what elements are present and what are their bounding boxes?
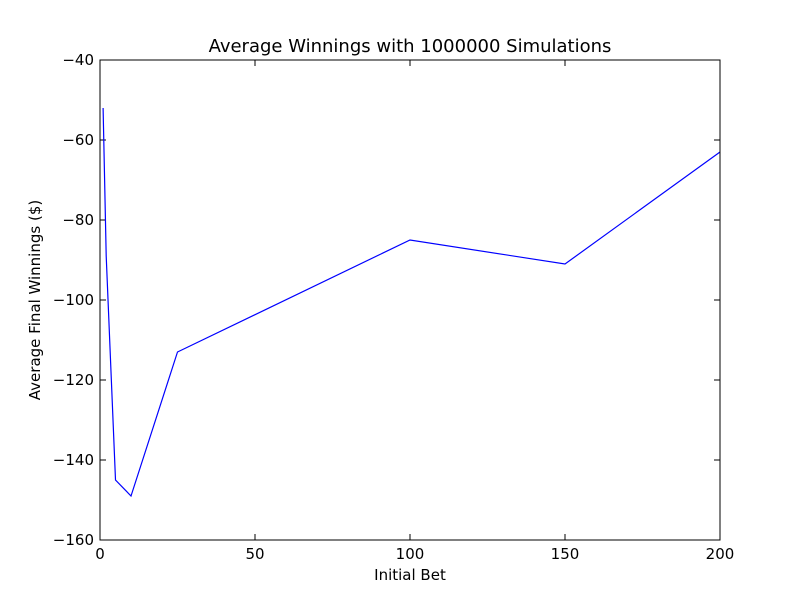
y-axis-label: Average Final Winnings ($)	[26, 200, 44, 400]
series-layer	[102, 107, 721, 498]
y-tick-label: −40	[62, 51, 94, 69]
series-line	[102, 107, 721, 498]
y-tick-label: −120	[53, 371, 94, 389]
y-tick-label: −140	[53, 451, 94, 469]
chart-title: Average Winnings with 1000000 Simulation…	[209, 36, 612, 57]
y-tick-label: −100	[53, 291, 94, 309]
x-tick-label: 100	[396, 545, 425, 563]
x-axis-label: Initial Bet	[374, 566, 446, 584]
axis-ticks: 0 50 100 150 200 −160 −140 −120 −100 −80 −60 −40	[53, 51, 735, 563]
y-tick-label: −60	[62, 131, 94, 149]
x-tick-label: 150	[551, 545, 580, 563]
plot-frame	[99, 59, 721, 541]
x-tick-label: 50	[245, 545, 264, 563]
y-tick-label: −80	[62, 211, 94, 229]
y-tick-label: −160	[53, 531, 94, 549]
x-tick-label: 0	[95, 545, 105, 563]
x-tick-label: 200	[706, 545, 735, 563]
